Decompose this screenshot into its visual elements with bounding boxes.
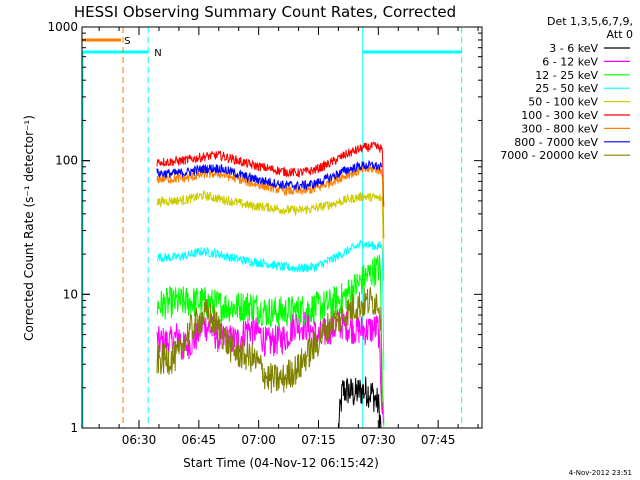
series-50-100-kev-line — [156, 189, 385, 281]
axis-ticks: 1 10 100 1000 06:30 06:45 07:00 07:15 07:30 07:45 — [47, 20, 482, 447]
legend-entry-7000-20000-kev: 7000 - 20000 keV — [500, 149, 598, 162]
legend-header-detectors: Det 1,3,5,6,7,9, — [547, 15, 633, 28]
x-tick-label: 07:00 — [241, 433, 276, 447]
plot-area: SN — [82, 27, 463, 429]
x-tick-label: 06:30 — [122, 433, 157, 447]
x-axis-label: Start Time (04-Nov-12 06:15:42) — [183, 456, 379, 470]
legend-entry-300-800-kev: 300 - 800 keV — [521, 122, 598, 135]
x-tick-label: 07:45 — [421, 433, 456, 447]
series-25-50-kev-line — [156, 239, 385, 370]
y-tick-label: 10 — [63, 287, 78, 301]
chart-title: HESSI Observing Summary Count Rates, Cor… — [74, 3, 456, 21]
y-tick-label: 100 — [55, 154, 78, 168]
legend-entry-800-7000-kev: 800 - 7000 keV — [514, 136, 598, 149]
plot-frame — [81, 26, 483, 429]
legend-entry-25-50-kev: 25 - 50 keV — [535, 82, 598, 95]
legend-entry-6-12-kev: 6 - 12 keV — [542, 55, 598, 68]
marker-s-label: S — [124, 36, 130, 47]
series-7000-20000-kev-line — [156, 286, 383, 410]
legend-entry-12-25-kev: 12 - 25 keV — [535, 69, 598, 82]
series-800-7000-kev-line — [156, 160, 383, 191]
series-6-12-kev-line — [156, 309, 385, 424]
x-tick-label: 07:30 — [361, 433, 396, 447]
y-tick-label: 1 — [70, 421, 78, 435]
axes-frame — [81, 26, 483, 429]
series-3-6-kev-line — [337, 376, 382, 429]
y-axis-label: Corrected Count Rate (s⁻¹ detector⁻¹) — [22, 115, 36, 341]
legend-entry-100-300-kev: 100 - 300 keV — [521, 109, 598, 122]
y-tick-label: 1000 — [47, 20, 78, 34]
marker-n-label: N — [154, 48, 161, 59]
legend-entry-50-100-kev: 50 - 100 keV — [528, 96, 598, 109]
series-100-300-kev-line — [156, 141, 385, 207]
x-tick-label: 07:15 — [301, 433, 336, 447]
x-tick-label: 06:45 — [182, 433, 217, 447]
legend-entry-3-6-kev: 3 - 6 keV — [549, 42, 598, 55]
series-12-25-kev-line — [156, 254, 385, 427]
legend-header-attenuator: Att 0 — [607, 28, 633, 41]
footer-timestamp: 4-Nov-2012 23:51 — [569, 469, 632, 477]
